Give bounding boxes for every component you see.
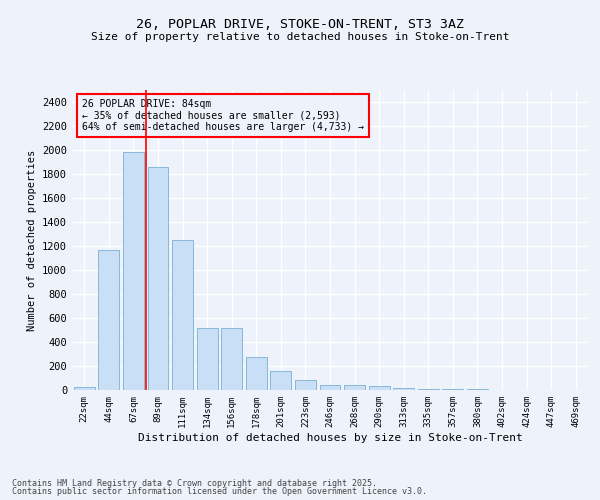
Text: Size of property relative to detached houses in Stoke-on-Trent: Size of property relative to detached ho… [91, 32, 509, 42]
Bar [295, 380, 316, 390]
Bar [344, 384, 365, 390]
Y-axis label: Number of detached properties: Number of detached properties [26, 150, 37, 330]
Bar [320, 384, 340, 390]
Bar [246, 357, 267, 390]
Bar [271, 372, 292, 390]
Text: 26 POPLAR DRIVE: 84sqm
← 35% of detached houses are smaller (2,593)
64% of semi-: 26 POPLAR DRIVE: 84sqm ← 35% of detached… [82, 99, 364, 132]
Bar [172, 240, 193, 390]
Bar [197, 328, 218, 390]
Bar [393, 388, 414, 390]
Bar [368, 386, 389, 390]
X-axis label: Distribution of detached houses by size in Stoke-on-Trent: Distribution of detached houses by size … [137, 432, 523, 442]
Bar [98, 250, 119, 390]
Bar [74, 387, 95, 390]
Text: Contains HM Land Registry data © Crown copyright and database right 2025.: Contains HM Land Registry data © Crown c… [12, 478, 377, 488]
Bar [123, 152, 144, 390]
Text: 26, POPLAR DRIVE, STOKE-ON-TRENT, ST3 3AZ: 26, POPLAR DRIVE, STOKE-ON-TRENT, ST3 3A… [136, 18, 464, 30]
Bar [148, 167, 169, 390]
Bar [221, 328, 242, 390]
Text: Contains public sector information licensed under the Open Government Licence v3: Contains public sector information licen… [12, 487, 427, 496]
